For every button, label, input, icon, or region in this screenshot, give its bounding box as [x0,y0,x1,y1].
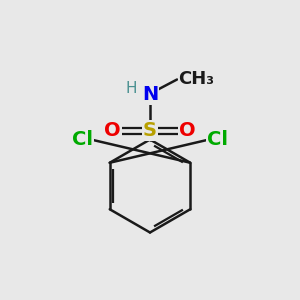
Text: N: N [142,85,158,104]
Text: O: O [179,121,196,140]
Text: Cl: Cl [72,130,93,149]
Text: Cl: Cl [207,130,228,149]
Text: H: H [126,81,137,96]
Text: O: O [104,121,121,140]
Text: CH₃: CH₃ [178,70,214,88]
Text: S: S [143,121,157,140]
